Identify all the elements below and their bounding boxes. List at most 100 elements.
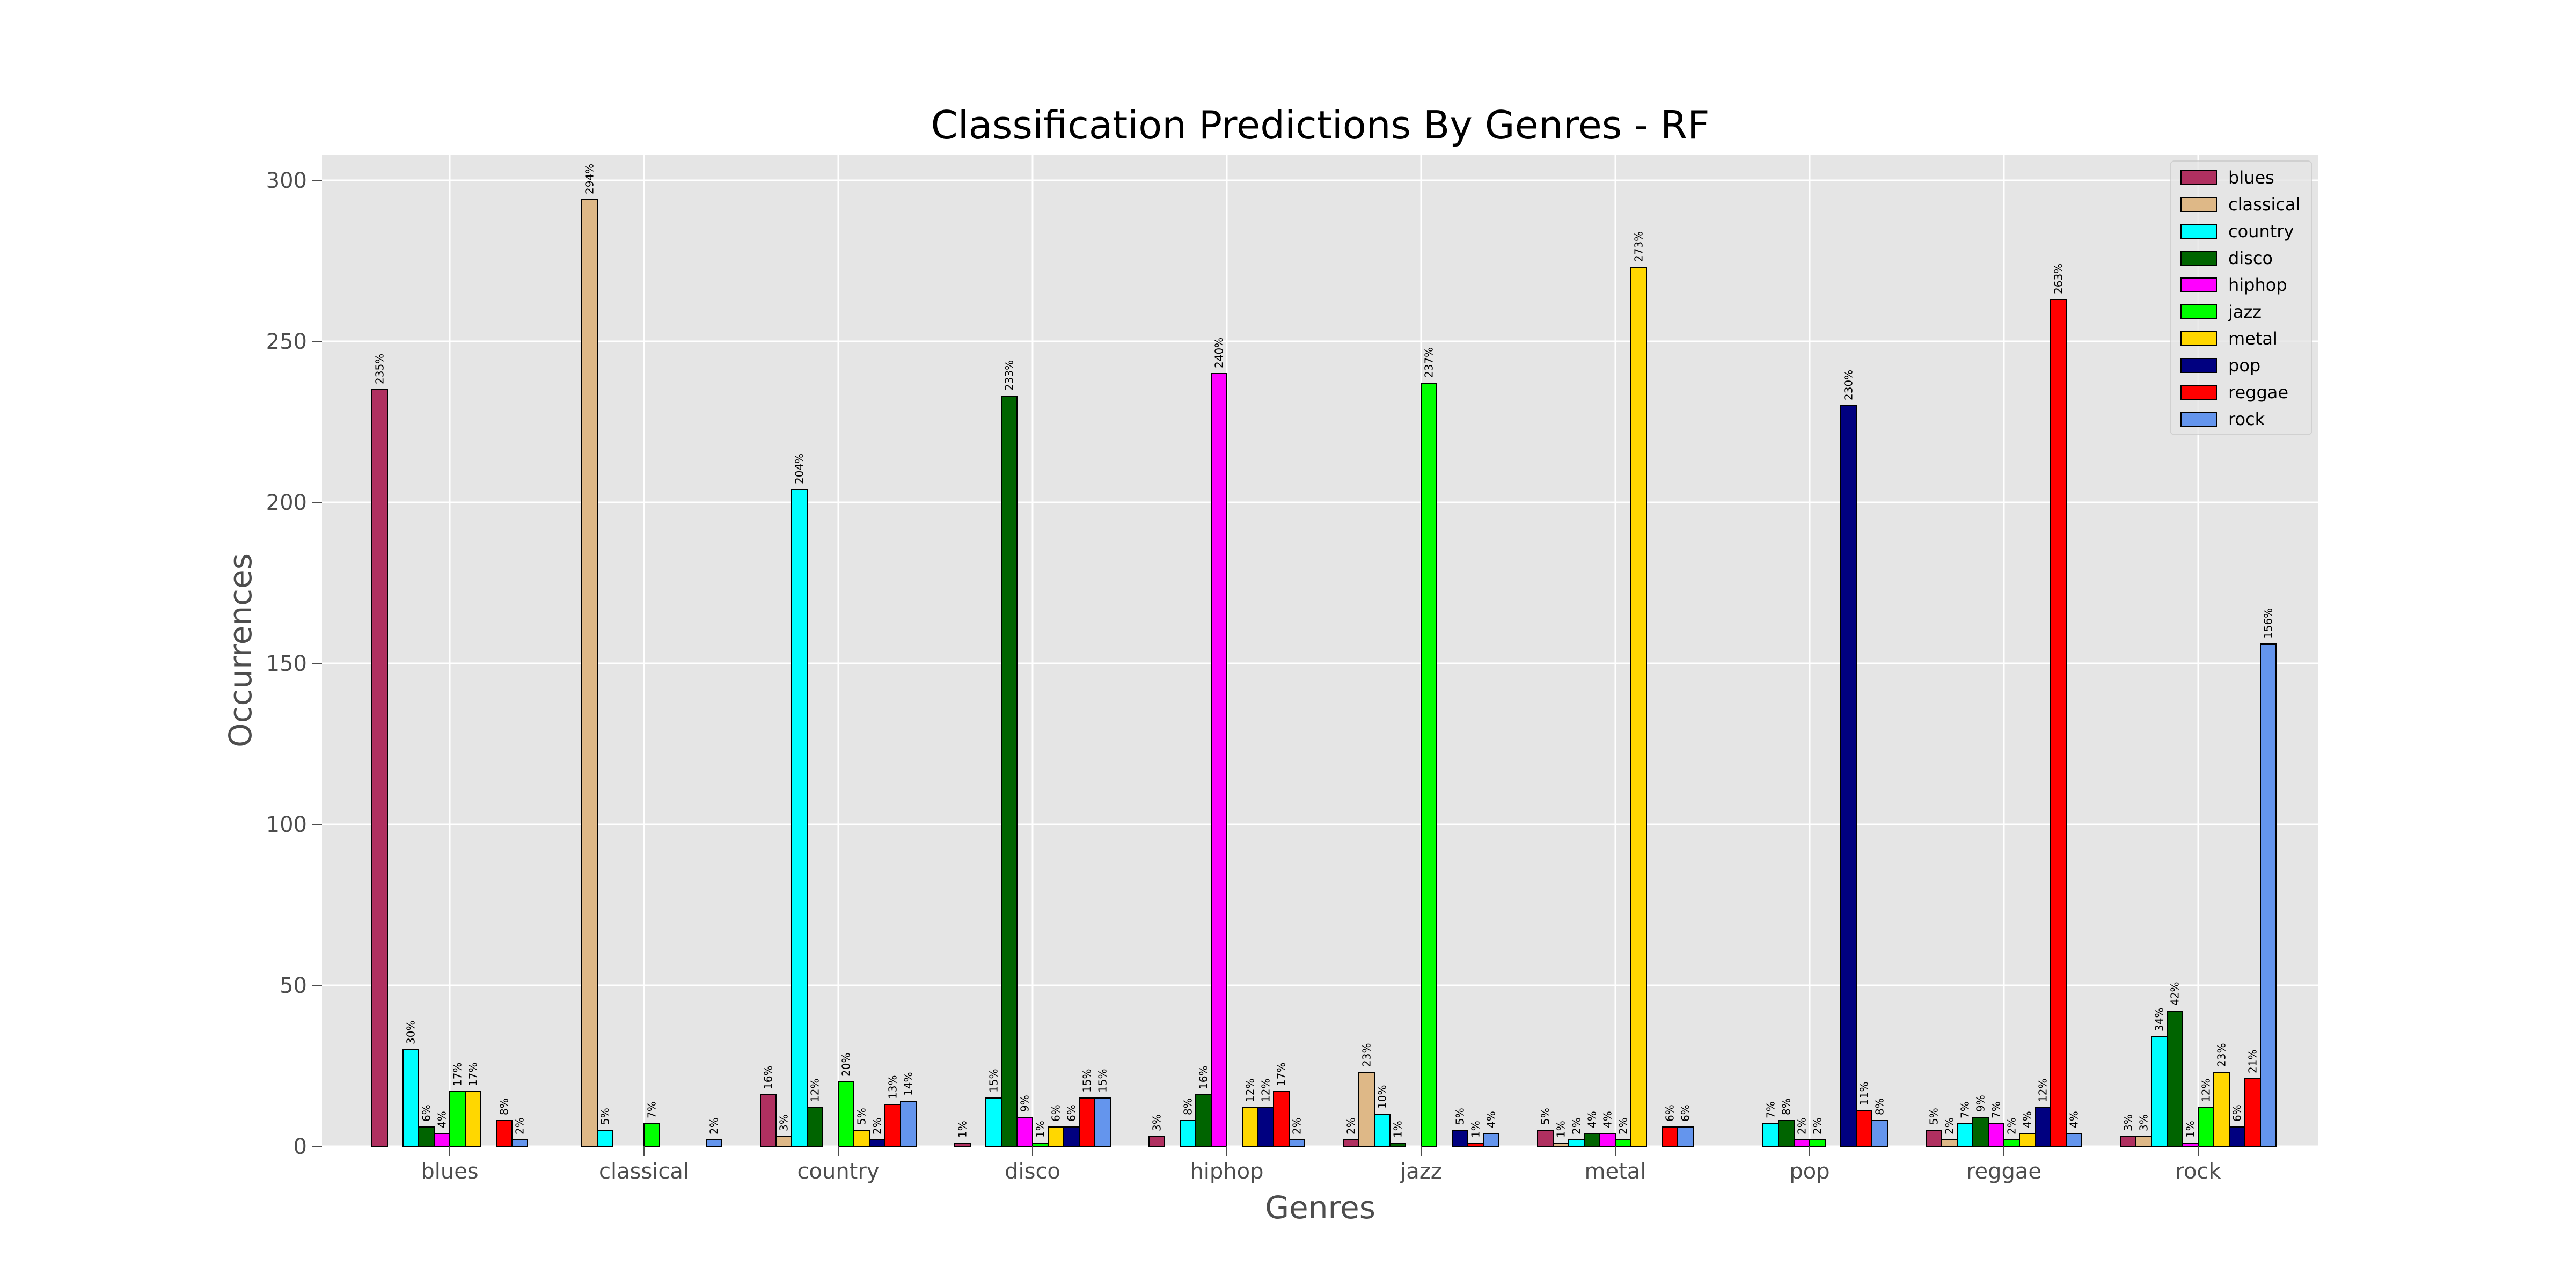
bar-label-blues-jazz: 17% — [451, 1063, 464, 1086]
bar-label-country-reggae: 13% — [887, 1075, 899, 1099]
x-tick-label-rock: rock — [2175, 1159, 2221, 1184]
bar-label-rock-pop: 6% — [2231, 1104, 2244, 1122]
bar-disco-rock — [1094, 1097, 1111, 1147]
legend-swatch-disco — [2180, 251, 2217, 266]
bar-label-hiphop-reggae: 17% — [1275, 1063, 1288, 1086]
bar-label-pop-rock: 8% — [1874, 1098, 1886, 1115]
bar-disco-blues — [954, 1143, 971, 1147]
bar-label-rock-metal: 23% — [2215, 1043, 2228, 1067]
bar-blues-disco — [418, 1126, 435, 1147]
bar-reggae-pop — [2035, 1107, 2051, 1147]
bar-jazz-jazz — [1421, 383, 1437, 1147]
legend-swatch-metal — [2180, 331, 2217, 346]
bar-label-metal-disco: 4% — [1586, 1111, 1599, 1128]
bar-label-rock-reggae: 21% — [2246, 1050, 2259, 1073]
bar-pop-country — [1762, 1123, 1779, 1147]
bar-label-jazz-jazz: 237% — [1423, 347, 1436, 378]
bar-label-rock-disco: 42% — [2169, 982, 2182, 1006]
x-tick-label-classical: classical — [599, 1159, 689, 1184]
y-tick-label: 250 — [266, 330, 307, 354]
bar-pop-reggae — [1856, 1110, 1872, 1147]
bar-label-country-pop: 2% — [871, 1117, 884, 1135]
bar-label-hiphop-blues: 3% — [1151, 1114, 1163, 1131]
bar-hiphop-country — [1180, 1120, 1196, 1147]
bar-rock-rock — [2260, 643, 2277, 1147]
chart-title: Classification Predictions By Genres - R… — [931, 103, 1709, 148]
bar-label-country-blues: 16% — [762, 1066, 775, 1089]
bar-hiphop-blues — [1148, 1136, 1165, 1147]
bar-hiphop-disco — [1195, 1094, 1212, 1147]
legend-swatch-classical — [2180, 197, 2217, 212]
bar-rock-pop — [2229, 1126, 2245, 1147]
bar-label-jazz-rock: 4% — [1485, 1111, 1498, 1128]
bar-metal-blues — [1537, 1130, 1554, 1147]
y-tick-label: 150 — [266, 652, 307, 676]
y-tick-label: 200 — [266, 491, 307, 515]
legend-label-metal: metal — [2228, 328, 2278, 349]
bar-rock-reggae — [2244, 1078, 2261, 1147]
plot-area — [322, 155, 2318, 1146]
bar-metal-country — [1568, 1139, 1585, 1147]
bar-country-blues — [760, 1094, 777, 1147]
bar-label-hiphop-hiphop: 240% — [1213, 338, 1226, 368]
bar-disco-reggae — [1079, 1097, 1095, 1147]
bar-disco-country — [985, 1097, 1002, 1147]
bar-country-country — [791, 489, 808, 1147]
x-tick-labels: blues classical country disco hiphop jazz meta… — [421, 1146, 2221, 1184]
bar-label-metal-reggae: 6% — [1664, 1104, 1677, 1122]
bar-label-classical-jazz: 7% — [646, 1101, 658, 1118]
bar-label-jazz-disco: 1% — [1392, 1121, 1404, 1138]
bar-label-pop-hiphop: 2% — [1796, 1117, 1809, 1135]
bar-metal-hiphop — [1599, 1133, 1616, 1147]
bar-label-hiphop-disco: 16% — [1197, 1066, 1210, 1089]
bar-reggae-disco — [1972, 1117, 1989, 1147]
bar-label-disco-jazz: 1% — [1034, 1121, 1047, 1138]
bar-metal-disco — [1584, 1133, 1600, 1147]
bar-blues-country — [402, 1049, 419, 1147]
bar-label-reggae-country: 7% — [1959, 1101, 1972, 1118]
bar-label-blues-blues: 235% — [374, 354, 386, 384]
bar-label-disco-blues: 1% — [956, 1121, 969, 1138]
bar-label-reggae-classical: 2% — [1943, 1117, 1956, 1135]
bar-label-jazz-classical: 23% — [1360, 1043, 1373, 1067]
bar-reggae-classical — [1941, 1139, 1958, 1147]
bar-country-rock — [900, 1101, 917, 1147]
legend-label-reggae: reggae — [2228, 382, 2288, 402]
bar-reggae-blues — [1926, 1130, 1942, 1147]
bar-metal-metal — [1630, 267, 1647, 1147]
bar-reggae-metal — [2019, 1133, 2036, 1147]
bar-label-blues-disco: 6% — [420, 1104, 433, 1122]
bar-classical-country — [597, 1130, 613, 1147]
bar-label-metal-blues: 5% — [1539, 1108, 1552, 1125]
bar-reggae-jazz — [2003, 1139, 2020, 1147]
bar-metal-reggae — [1662, 1126, 1678, 1147]
bar-country-metal — [853, 1130, 870, 1147]
bar-label-hiphop-pop: 12% — [1260, 1079, 1272, 1102]
x-tick-label-disco: disco — [1005, 1159, 1060, 1184]
bar-label-jazz-country: 10% — [1376, 1085, 1389, 1109]
bar-jazz-classical — [1358, 1072, 1375, 1147]
bar-label-hiphop-metal: 12% — [1244, 1079, 1257, 1102]
bar-label-blues-rock: 2% — [514, 1117, 526, 1135]
bar-label-pop-reggae: 11% — [1858, 1082, 1871, 1106]
bar-label-pop-jazz: 2% — [1811, 1117, 1824, 1135]
x-tick-label-jazz: jazz — [1400, 1159, 1442, 1184]
bar-rock-metal — [2213, 1072, 2230, 1147]
x-tick-label-blues: blues — [421, 1159, 478, 1184]
bar-label-disco-hiphop: 9% — [1019, 1095, 1031, 1112]
bar-disco-disco — [1001, 396, 1018, 1147]
bar-label-metal-rock: 6% — [1679, 1104, 1692, 1122]
bar-label-rock-jazz: 12% — [2200, 1079, 2213, 1102]
bar-jazz-reggae — [1467, 1143, 1484, 1147]
bar-pop-hiphop — [1794, 1139, 1810, 1147]
bar-label-jazz-reggae: 1% — [1469, 1121, 1482, 1138]
legend-label-blues: blues — [2228, 167, 2274, 188]
bar-hiphop-pop — [1257, 1107, 1274, 1147]
bar-jazz-rock — [1483, 1133, 1499, 1147]
bar-label-rock-classical: 3% — [2138, 1114, 2150, 1131]
bar-jazz-disco — [1389, 1143, 1406, 1147]
legend-swatch-country — [2180, 224, 2217, 239]
legend-swatch-blues — [2180, 170, 2217, 185]
bar-blues-hiphop — [434, 1133, 450, 1147]
bar-label-metal-hiphop: 4% — [1601, 1111, 1614, 1128]
